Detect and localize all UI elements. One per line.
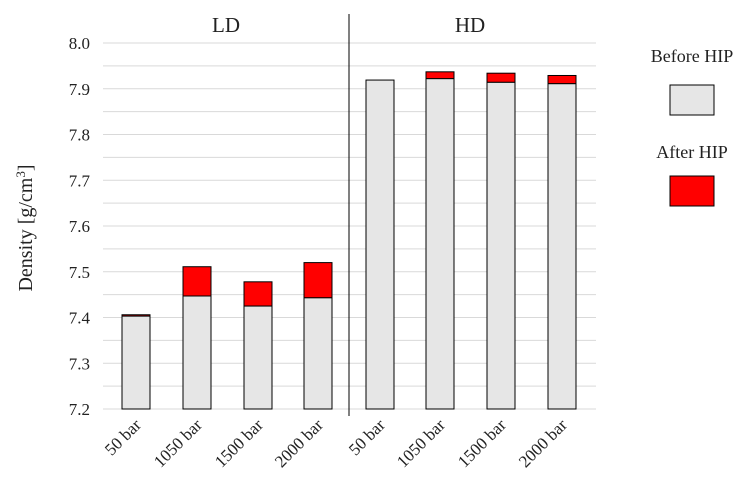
bar-after-hip	[182, 266, 212, 297]
legend-label: After HIP	[656, 142, 727, 162]
legend-swatch	[669, 84, 715, 116]
bar-before-hip	[243, 305, 273, 410]
legend-label: Before HIP	[651, 46, 733, 66]
legend: Before HIP After HIP	[651, 46, 733, 207]
x-tick-label: 2000 bar	[515, 415, 571, 471]
y-tick-label: 7.9	[69, 80, 90, 99]
x-axis: 50 bar 1050 bar 1500 bar 2000 bar 50 bar 1050…	[101, 415, 571, 471]
y-axis: 7.2 7.3 7.4 7.5 7.6 7.7 7.8 7.9 8.0	[69, 34, 91, 419]
bar-before-hip	[425, 78, 455, 410]
bar-before-hip	[182, 295, 212, 410]
x-tick-label: 50 bar	[345, 415, 389, 459]
y-tick-label: 7.4	[69, 309, 91, 328]
group-labels: LD HD	[212, 13, 485, 37]
y-tick-label: 7.3	[69, 354, 90, 373]
x-tick-label: 1050 bar	[150, 415, 206, 471]
y-tick-label: 7.7	[69, 171, 91, 190]
bar-before-hip	[547, 83, 577, 410]
bar-before-hip	[486, 81, 516, 410]
y-tick-label: 7.2	[69, 400, 90, 419]
x-tick-label: 2000 bar	[271, 415, 327, 471]
y-axis-title: Density [g/cm3]	[13, 164, 38, 291]
bar-after-hip	[303, 262, 333, 299]
bar-after-hip	[425, 71, 455, 80]
bar-after-hip	[486, 72, 516, 83]
y-tick-label: 8.0	[69, 34, 90, 53]
y-tick-label: 7.5	[69, 263, 90, 282]
x-tick-label: 1500 bar	[454, 415, 510, 471]
y-tick-label: 7.8	[69, 126, 90, 145]
legend-swatch	[669, 175, 715, 207]
x-tick-label: 50 bar	[101, 415, 145, 459]
bars	[121, 14, 577, 416]
bar-before-hip	[121, 315, 151, 410]
bar-after-hip	[547, 74, 577, 85]
bar-before-hip	[365, 79, 395, 410]
x-tick-label: 1050 bar	[393, 415, 449, 471]
bar-after-hip	[243, 281, 273, 307]
group-label: HD	[455, 13, 485, 37]
bar-before-hip	[303, 297, 333, 410]
group-label: LD	[212, 13, 240, 37]
y-tick-label: 7.6	[69, 217, 90, 236]
x-tick-label: 1500 bar	[211, 415, 267, 471]
